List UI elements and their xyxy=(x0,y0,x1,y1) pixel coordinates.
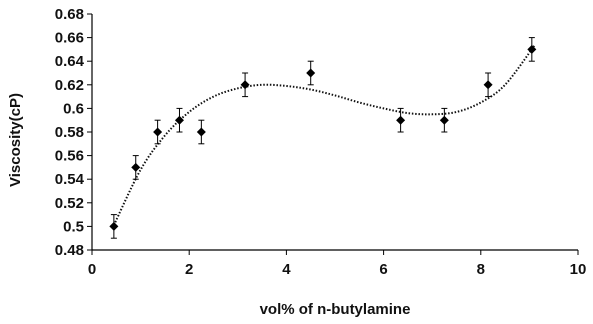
y-tick-label: 0.48 xyxy=(55,242,84,259)
plot-frame xyxy=(91,14,578,251)
x-tick-label: 6 xyxy=(379,261,387,278)
data-point xyxy=(153,127,163,137)
y-tick-label: 0.58 xyxy=(55,124,84,141)
y-tick-label: 0.68 xyxy=(55,6,84,23)
y-tick-label: 0.62 xyxy=(55,77,84,94)
x-tick-label: 2 xyxy=(185,261,193,278)
y-tick-label: 0.66 xyxy=(55,30,84,47)
x-tick-label: 0 xyxy=(88,261,96,278)
data-point xyxy=(174,115,184,125)
trendline-path xyxy=(112,45,536,226)
y-tick-label: 0.6 xyxy=(63,100,84,117)
x-tick-label: 10 xyxy=(570,261,587,278)
data-point xyxy=(306,68,316,78)
x-tick-label: 8 xyxy=(477,261,485,278)
y-tick-label: 0.54 xyxy=(55,171,85,188)
y-tick-label: 0.52 xyxy=(55,195,84,212)
data-point xyxy=(109,221,119,231)
error-bars xyxy=(110,37,535,239)
data-point xyxy=(483,80,493,90)
trendline xyxy=(112,45,536,226)
x-axis-ticks: 0 2 4 6 8 10 xyxy=(88,250,587,278)
x-tick-label: 4 xyxy=(282,261,291,278)
data-point xyxy=(396,115,406,125)
data-point xyxy=(240,80,250,90)
x-axis-title: vol% of n-butylamine xyxy=(260,301,411,318)
data-point xyxy=(439,115,449,125)
y-axis-title: Viscosity(cP) xyxy=(7,93,24,187)
data-point xyxy=(196,127,206,137)
y-tick-label: 0.64 xyxy=(55,53,85,70)
data-point xyxy=(527,44,537,54)
y-axis-ticks: 0.48 0.5 0.52 0.54 0.56 0.58 0.6 0.62 0.64 0.66 0.… xyxy=(55,6,92,259)
data-point xyxy=(131,162,141,172)
data-points xyxy=(109,44,537,231)
y-tick-label: 0.56 xyxy=(55,148,84,165)
y-tick-label: 0.5 xyxy=(63,218,84,235)
